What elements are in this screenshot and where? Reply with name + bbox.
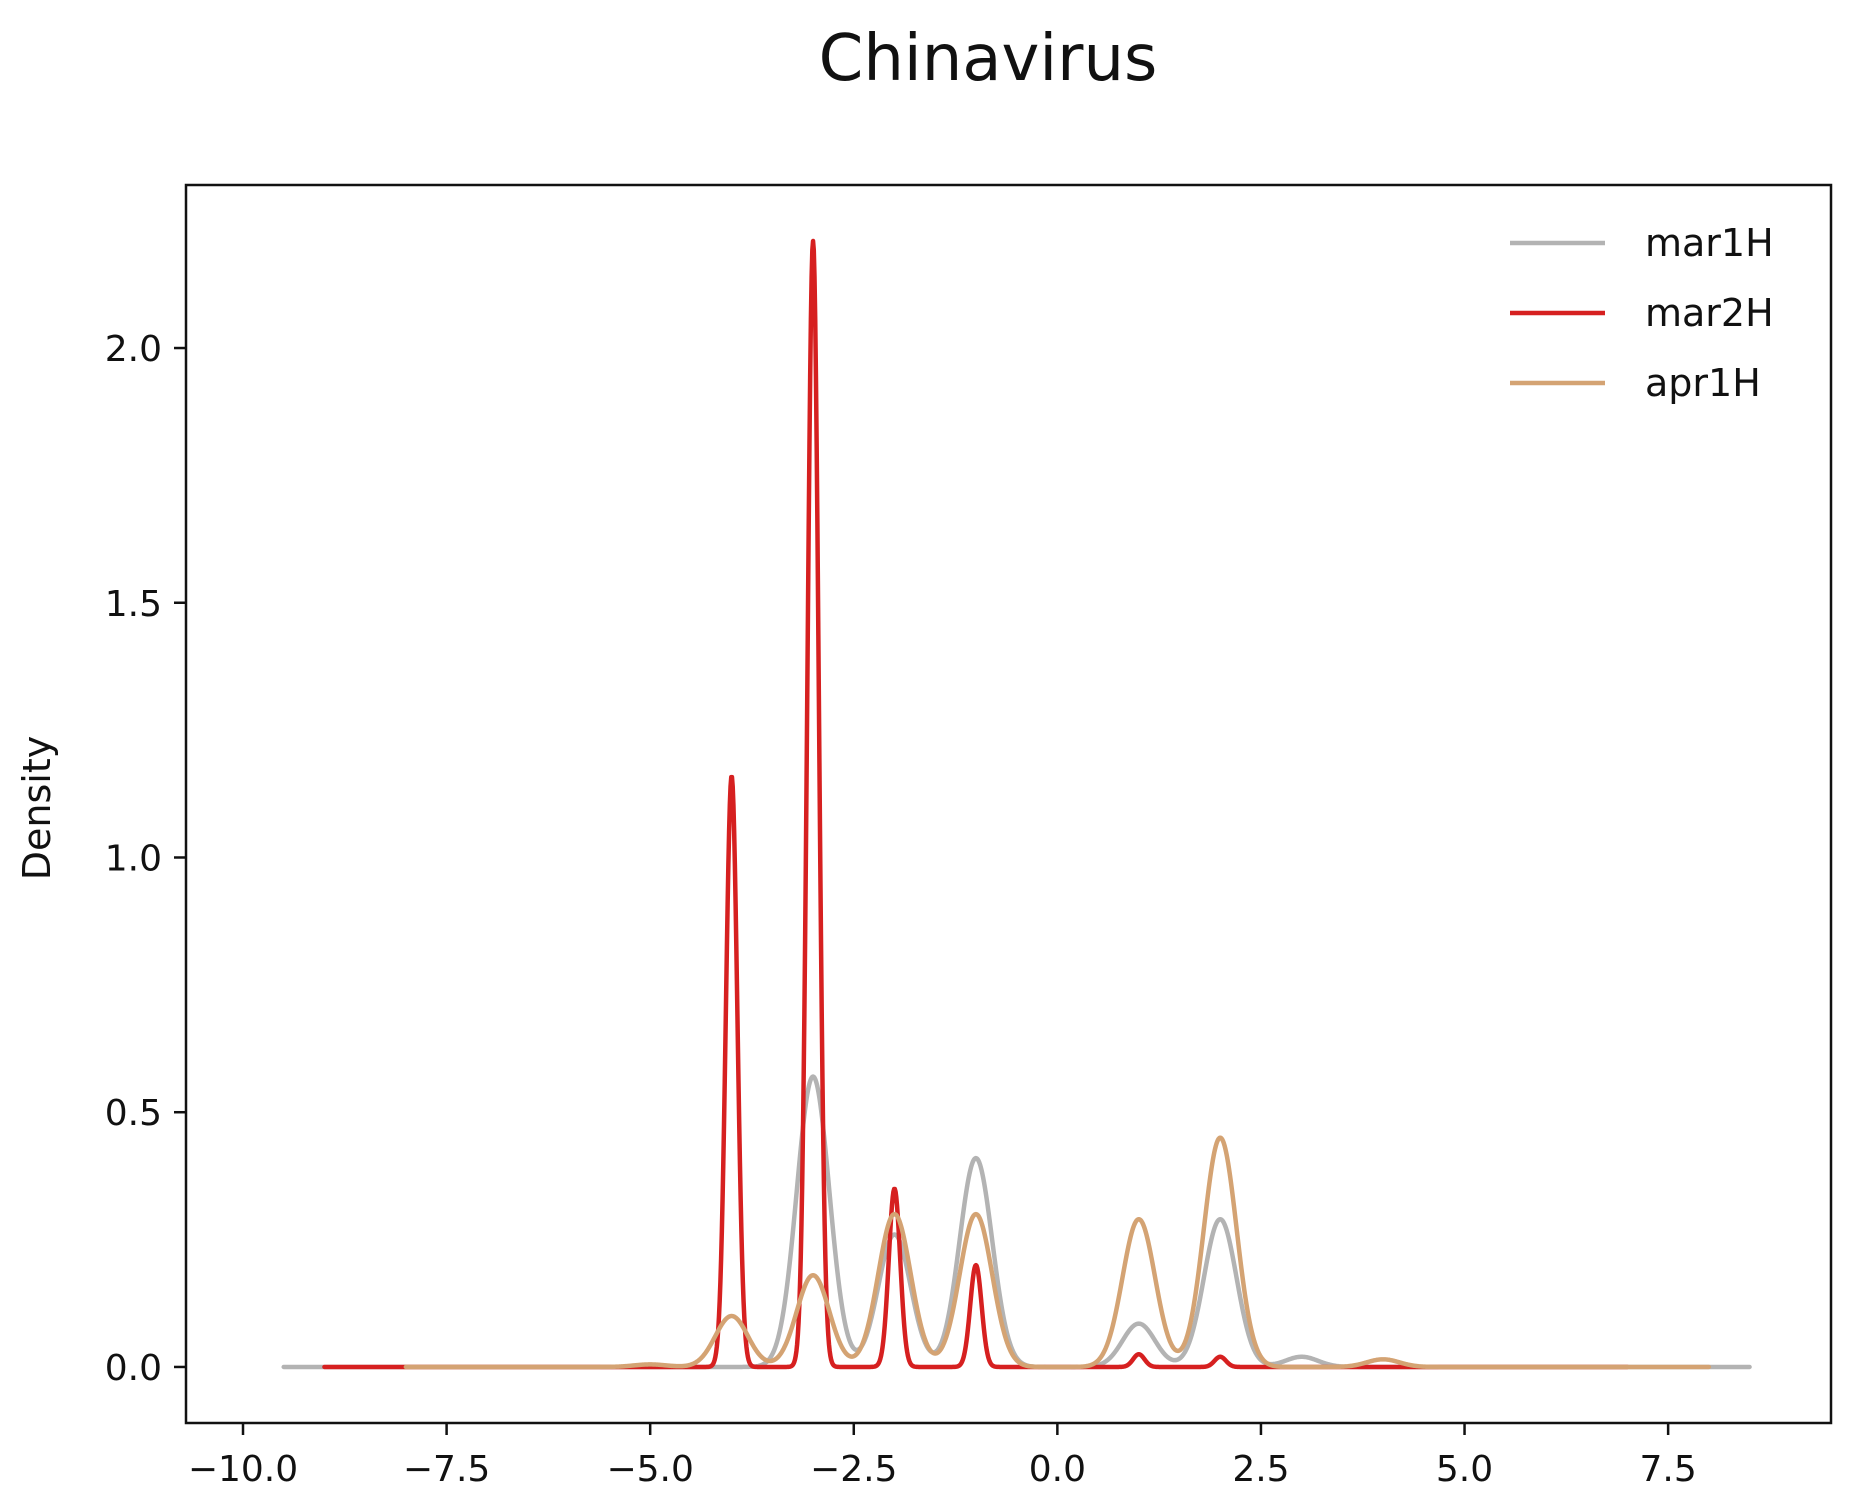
x-tick-label: 2.5 bbox=[1232, 1449, 1289, 1490]
legend-item-apr1H: apr1H bbox=[1510, 361, 1761, 405]
series-line-apr1H bbox=[403, 1135, 1712, 1370]
x-tick-label: −7.5 bbox=[403, 1449, 490, 1490]
series-line-mar1H bbox=[281, 1074, 1752, 1370]
x-tick-label: −2.5 bbox=[810, 1449, 897, 1490]
x-tick-label: −5.0 bbox=[606, 1449, 693, 1490]
legend-label: apr1H bbox=[1645, 361, 1761, 405]
y-tick-label: 0.5 bbox=[105, 1093, 162, 1134]
y-tick-label: 2.0 bbox=[105, 329, 162, 370]
series-line-mar2H bbox=[322, 238, 1630, 1370]
x-tick-label: 5.0 bbox=[1436, 1449, 1493, 1490]
x-tick-label: 0.0 bbox=[1029, 1449, 1086, 1490]
plot-frame bbox=[184, 183, 1833, 1425]
legend-item-mar1H: mar1H bbox=[1510, 221, 1774, 265]
legend-label: mar2H bbox=[1645, 291, 1774, 335]
x-tick-label: −10.0 bbox=[188, 1449, 298, 1490]
legend-item-mar2H: mar2H bbox=[1510, 291, 1774, 335]
y-axis-label: Density bbox=[15, 736, 59, 880]
x-tick-label: 7.5 bbox=[1639, 1449, 1696, 1490]
legend: mar1H mar2H apr1H bbox=[1510, 221, 1774, 405]
y-tick-label: 0.0 bbox=[105, 1348, 162, 1389]
y-tick-label: 1.0 bbox=[105, 838, 162, 879]
y-tick-label: 1.5 bbox=[105, 584, 162, 625]
legend-label: mar1H bbox=[1645, 221, 1774, 265]
x-axis: −10.0 −7.5 −5.0 −2.5 0.0 2.5 5.0 7.5 bbox=[188, 1423, 1697, 1490]
y-axis: 0.0 0.5 1.0 1.5 2.0 bbox=[105, 329, 186, 1389]
chart-title: Chinavirus bbox=[819, 22, 1158, 96]
series-layer bbox=[281, 238, 1752, 1370]
